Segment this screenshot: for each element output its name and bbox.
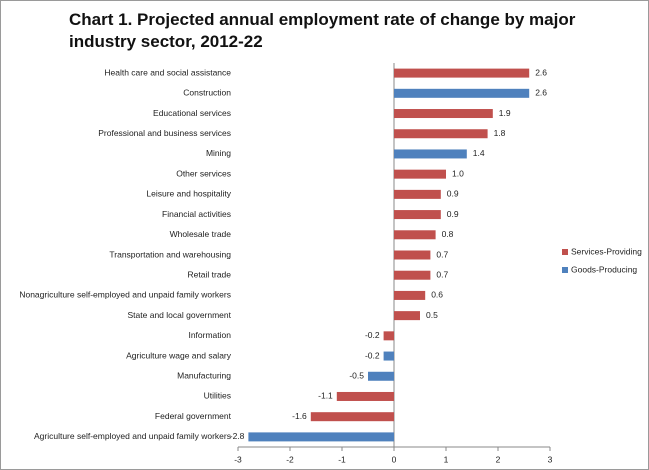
bar	[383, 331, 394, 341]
chart-title: Chart 1. Projected annual employment rat…	[69, 10, 576, 51]
y-tick-label: State and local government	[128, 310, 232, 320]
value-label: 0.9	[447, 209, 459, 219]
bar	[336, 391, 394, 401]
value-label: -0.5	[349, 371, 364, 381]
legend-swatch	[562, 267, 568, 273]
y-tick-label: Agriculture self-employed and unpaid fam…	[34, 431, 231, 441]
y-tick-label: Professional and business services	[98, 128, 231, 138]
value-label: 0.5	[426, 310, 438, 320]
legend-label: Goods-Producing	[571, 264, 637, 274]
bar	[394, 88, 530, 98]
x-tick-label: 0	[392, 454, 397, 464]
legend-label: Services-Providing	[571, 246, 642, 256]
value-label: 1.8	[494, 128, 506, 138]
legend-swatch	[562, 249, 568, 255]
y-tick-label: Nonagriculture self-employed and unpaid …	[19, 290, 231, 300]
bar	[394, 250, 431, 260]
bar	[394, 311, 420, 321]
y-tick-label: Other services	[176, 168, 231, 178]
bar	[394, 129, 488, 139]
bar	[383, 351, 394, 361]
x-tick-label: 1	[444, 454, 449, 464]
x-tick-label: -1	[338, 454, 346, 464]
y-tick-label: Health care and social assistance	[104, 67, 231, 77]
value-label: 1.0	[452, 168, 464, 178]
bar	[394, 210, 441, 220]
value-label: -2.8	[230, 431, 245, 441]
x-tick-label: 3	[548, 454, 553, 464]
bar	[394, 189, 441, 199]
y-tick-label: Federal government	[155, 411, 232, 421]
bar	[394, 270, 431, 280]
value-label: -0.2	[365, 330, 380, 340]
y-tick-label: Information	[188, 330, 231, 340]
y-tick-label: Agriculture wage and salary	[126, 350, 232, 360]
value-label: 1.4	[473, 148, 485, 158]
y-tick-label: Mining	[206, 148, 231, 158]
x-tick-label: 2	[496, 454, 501, 464]
y-tick-label: Educational services	[153, 108, 231, 118]
x-tick-label: -3	[234, 454, 242, 464]
value-label: 2.6	[535, 88, 547, 98]
x-tick-label: -2	[286, 454, 294, 464]
bar	[394, 149, 467, 159]
value-label: 0.6	[431, 290, 443, 300]
bar	[368, 371, 394, 381]
value-label: 0.8	[442, 229, 454, 239]
value-label: 0.7	[436, 249, 448, 259]
bar	[394, 290, 426, 300]
bar	[248, 432, 394, 442]
y-tick-label: Transportation and warehousing	[109, 249, 231, 259]
y-tick-label: Wholesale trade	[170, 229, 232, 239]
y-tick-label: Manufacturing	[177, 371, 231, 381]
bar	[394, 68, 530, 78]
value-label: 2.6	[535, 67, 547, 77]
y-tick-label: Retail trade	[188, 269, 232, 279]
value-label: -1.6	[292, 411, 307, 421]
y-tick-label: Construction	[183, 88, 231, 98]
value-label: -1.1	[318, 391, 333, 401]
bar	[310, 412, 394, 422]
y-tick-label: Utilities	[204, 391, 231, 401]
y-tick-label: Financial activities	[162, 209, 231, 219]
value-label: 0.7	[436, 269, 448, 279]
bar	[394, 169, 446, 179]
y-tick-label: Leisure and hospitality	[146, 189, 231, 199]
value-label: 1.9	[499, 108, 511, 118]
value-label: 0.9	[447, 189, 459, 199]
value-label: -0.2	[365, 350, 380, 360]
bar	[394, 109, 493, 119]
bar	[394, 230, 436, 240]
